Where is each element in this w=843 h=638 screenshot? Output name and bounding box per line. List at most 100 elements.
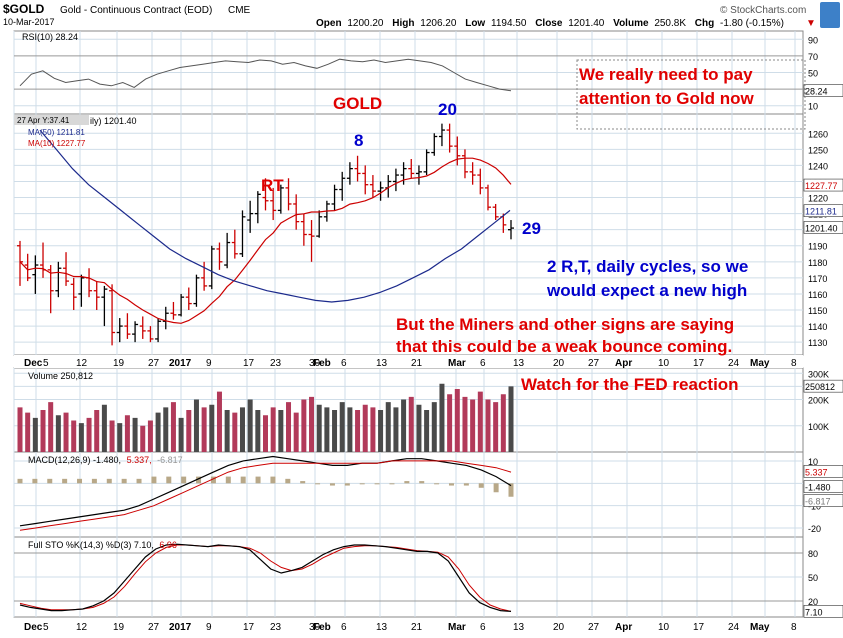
note-box xyxy=(576,59,806,130)
volume-bar xyxy=(332,410,338,452)
x-axis-top-tick-label: 23 xyxy=(270,358,282,369)
volume-bar xyxy=(470,399,476,452)
close-label: Close xyxy=(535,18,563,29)
volume-bar xyxy=(155,412,161,452)
close-badge-bg xyxy=(803,221,843,234)
note-line-2: attention to Gold now xyxy=(579,89,754,108)
price-axis-label: 1130 xyxy=(808,338,827,348)
volume-bar xyxy=(293,412,299,452)
x-axis-bottom-tick-label: May xyxy=(750,622,770,633)
macd-histogram-bar xyxy=(300,481,306,484)
x-axis-top-tick-label: 10 xyxy=(658,358,670,369)
volume-bar xyxy=(401,399,407,452)
macd-histogram-bar xyxy=(62,478,68,484)
volume-bar xyxy=(101,404,107,452)
chg-down-icon: ▼ xyxy=(806,18,816,29)
volume-bar xyxy=(124,415,130,452)
macd-signal-line xyxy=(19,460,512,531)
x-axis-bottom-tick-label: 19 xyxy=(113,622,125,633)
macd-histogram-bar xyxy=(32,478,38,484)
volume-title: Volume 250,812 xyxy=(28,371,93,381)
volume-bar xyxy=(25,412,31,452)
volume-bar xyxy=(378,410,384,452)
label-8: 8 xyxy=(354,131,363,150)
volume-bar xyxy=(32,417,38,452)
x-axis-top-tick-label: 27 xyxy=(588,358,600,369)
sto-title-main: Full STO %K(14,3) %D(3) 7.10, xyxy=(28,540,154,550)
volume-bar xyxy=(193,399,199,452)
high-label: High xyxy=(392,18,414,29)
macd-panel-frame xyxy=(13,451,804,538)
macd-histogram-bar xyxy=(448,483,454,486)
x-axis-top-tick-label: 9 xyxy=(206,358,212,369)
volume-bar xyxy=(109,420,115,452)
ma50-badge-bg xyxy=(803,204,843,218)
macd-histogram-bar xyxy=(285,478,291,484)
ma50-line xyxy=(39,129,511,303)
macd-badge-signal-bg xyxy=(803,465,843,478)
sto-k-line xyxy=(19,543,512,612)
volume-bar xyxy=(286,402,292,452)
macd-histogram-bar xyxy=(419,481,425,484)
volume-bar xyxy=(347,407,353,452)
volume-bar xyxy=(170,402,176,452)
stockcharts-logo: © StockCharts.com xyxy=(720,5,806,16)
macd-title-main: MACD(12,26,9) -1.480, xyxy=(28,455,121,465)
x-axis-top-tick-label: Mar xyxy=(448,358,466,369)
chg-label: Chg xyxy=(695,18,714,29)
x-axis-bottom-tick-label: 5 xyxy=(43,622,49,633)
x-axis-bottom-tick-label: 10 xyxy=(658,622,670,633)
x-axis-bottom-tick-label: 30 xyxy=(309,622,321,633)
macd-histogram-bar xyxy=(404,481,410,484)
x-axis-top-tick-label: 6 xyxy=(341,358,347,369)
macd-histogram-bar xyxy=(493,483,499,493)
x-axis-top-tick-label: 30 xyxy=(309,358,321,369)
rsi-axis-label: 70 xyxy=(808,52,818,62)
instrument-name: Gold - Continuous Contract (EOD) xyxy=(60,5,212,16)
macd-histogram-bar xyxy=(315,483,321,485)
x-axis-bottom-tick-label: 6 xyxy=(341,622,347,633)
x-axis-bottom-tick-label: 13 xyxy=(513,622,525,633)
macd-histogram-bar xyxy=(210,476,216,484)
x-axis-top-tick-label: 17 xyxy=(243,358,255,369)
price-axis-label: 1150 xyxy=(808,306,827,316)
macd-badge-hist-bg xyxy=(803,494,843,507)
macd-axis-label: -20 xyxy=(808,524,821,534)
chg-value: -1.80 (-0.15%) xyxy=(720,18,784,29)
corner-badge[interactable] xyxy=(820,2,840,28)
x-axis-bottom-tick-label: 27 xyxy=(588,622,600,633)
rsi-axis-label: 10 xyxy=(808,102,818,112)
volume-bar xyxy=(493,402,499,452)
x-axis-top-tick-label: 2017 xyxy=(169,358,192,369)
x-axis-bottom-tick-label: 6 xyxy=(480,622,486,633)
sto-axis-label: 20 xyxy=(808,597,818,607)
label-29: 29 xyxy=(522,219,541,238)
volume-bar xyxy=(462,396,468,452)
volume-bar xyxy=(316,404,322,452)
x-axis-band-top xyxy=(14,355,803,368)
x-axis-top-tick-label: 24 xyxy=(728,358,740,369)
volume-bar xyxy=(224,410,230,452)
volume-value: 250.8K xyxy=(654,18,686,29)
cycles-line-1: 2 R,T, daily cycles, so we xyxy=(547,257,748,276)
volume-bar xyxy=(385,402,391,452)
volume-label: Volume xyxy=(613,18,649,29)
volume-bar xyxy=(71,420,77,452)
x-axis-bottom-tick-label: 24 xyxy=(728,622,740,633)
x-axis-bottom-tick-label: Mar xyxy=(448,622,466,633)
x-axis-bottom-tick-label: 21 xyxy=(411,622,423,633)
price-axis-label: 1190 xyxy=(808,242,827,252)
volume-bar xyxy=(48,402,54,452)
macd-histogram-bar xyxy=(478,483,484,488)
volume-bar xyxy=(86,417,92,452)
volume-bar xyxy=(408,396,414,452)
volume-bar xyxy=(186,410,192,452)
volume-bar xyxy=(485,399,491,452)
hover-date: 27 Apr Y:37.41 xyxy=(17,116,70,125)
volume-bar xyxy=(247,399,253,452)
volume-bar xyxy=(362,404,368,452)
volume-bar xyxy=(416,404,422,452)
rt-label: RT xyxy=(261,176,284,195)
volume-bar xyxy=(454,389,460,452)
